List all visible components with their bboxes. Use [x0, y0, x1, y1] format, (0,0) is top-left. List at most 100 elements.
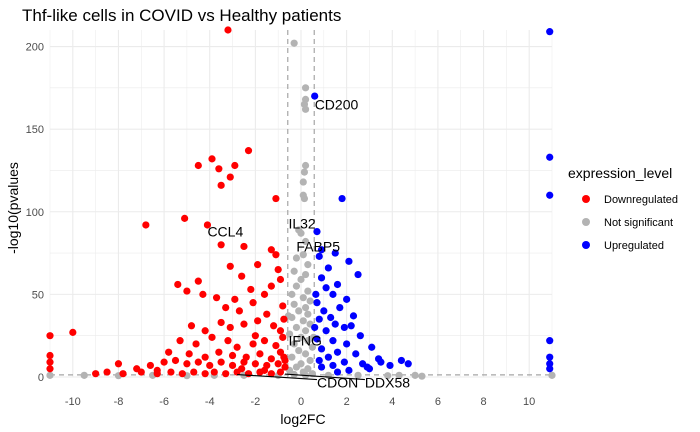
data-point: [343, 295, 351, 303]
data-point: [222, 370, 230, 378]
data-point: [178, 370, 186, 378]
data-point: [276, 327, 285, 335]
data-point: [280, 353, 288, 361]
data-point: [201, 353, 209, 361]
label-leader-line: [284, 373, 365, 381]
y-tick-label: 200: [26, 42, 44, 54]
x-tick-label: -2: [250, 396, 260, 408]
data-point: [301, 105, 310, 113]
data-point: [206, 361, 214, 370]
data-point: [137, 368, 145, 376]
data-point: [274, 265, 282, 274]
x-axis-title: log2FC: [280, 411, 325, 427]
legend-title: expression_level: [568, 165, 672, 181]
data-point: [224, 26, 232, 34]
data-point: [228, 361, 237, 370]
data-point: [187, 322, 196, 330]
data-point: [313, 227, 321, 236]
x-tick-label: 4: [389, 396, 395, 408]
data-point: [411, 371, 419, 379]
data-point: [397, 356, 405, 365]
data-point: [165, 348, 173, 356]
data-point: [176, 337, 184, 345]
data-point: [327, 313, 335, 322]
data-point: [299, 251, 307, 259]
x-tick-label: 6: [435, 396, 441, 408]
data-point: [315, 356, 323, 365]
data-point: [395, 371, 403, 379]
data-point: [235, 307, 243, 315]
data-point: [304, 337, 312, 345]
data-point: [363, 363, 371, 371]
data-point: [301, 304, 310, 312]
data-point: [69, 328, 77, 336]
data-point: [386, 361, 394, 370]
data-point: [142, 221, 150, 229]
data-point: [228, 351, 237, 360]
x-tick-label: 2: [344, 396, 350, 408]
data-point: [546, 191, 554, 199]
data-point: [251, 332, 259, 340]
data-point: [244, 147, 253, 155]
data-point: [194, 358, 202, 366]
legend-label: Upregulated: [604, 240, 664, 252]
data-point: [297, 333, 305, 341]
data-point: [260, 366, 269, 374]
x-tick-label: 10: [523, 396, 535, 408]
x-tick-label: 8: [480, 396, 486, 408]
data-point: [194, 277, 202, 285]
data-point: [46, 371, 54, 379]
x-tick-label: 0: [298, 396, 304, 408]
data-point: [546, 353, 554, 361]
data-point: [311, 92, 319, 100]
data-point: [356, 332, 364, 340]
data-point: [301, 84, 310, 92]
data-point: [336, 304, 344, 312]
data-point: [377, 358, 385, 366]
data-point: [203, 221, 212, 229]
data-point: [217, 181, 225, 189]
data-point: [300, 194, 309, 203]
y-tick-label: 150: [26, 124, 44, 136]
data-point: [249, 299, 257, 307]
data-point: [199, 290, 207, 298]
data-point: [345, 366, 353, 374]
data-point: [288, 290, 296, 298]
data-point: [231, 295, 239, 303]
data-point: [546, 365, 554, 373]
data-point: [315, 315, 323, 323]
data-point: [313, 335, 321, 343]
data-point: [301, 161, 310, 170]
data-point: [333, 348, 342, 356]
data-point: [546, 337, 554, 345]
data-point: [354, 371, 362, 379]
data-point: [114, 360, 123, 368]
data-point: [304, 310, 312, 318]
data-point: [276, 275, 285, 284]
data-point: [317, 345, 326, 353]
data-point: [301, 350, 310, 358]
data-point: [146, 361, 154, 370]
data-point: [317, 274, 326, 282]
data-point: [215, 165, 223, 173]
data-point: [324, 353, 332, 361]
y-tick-label: 0: [38, 372, 44, 384]
data-point: [285, 330, 294, 338]
data-point: [322, 284, 330, 292]
data-point: [279, 302, 287, 310]
data-point: [297, 229, 305, 237]
data-point: [311, 323, 319, 332]
data-point: [224, 337, 232, 345]
legend-label: Downregulated: [604, 194, 678, 206]
data-point: [299, 317, 307, 325]
data-point: [333, 280, 342, 289]
legend-key: [582, 241, 590, 249]
data-point: [153, 366, 161, 374]
data-point: [46, 332, 54, 340]
data-point: [280, 315, 288, 323]
data-point: [267, 282, 275, 290]
data-point: [301, 237, 310, 246]
data-point: [222, 304, 230, 312]
data-point: [340, 323, 348, 332]
